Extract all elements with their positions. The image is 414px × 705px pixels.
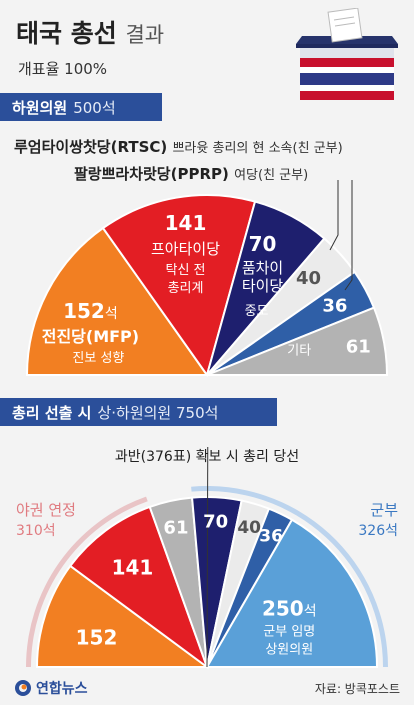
house-desc-others: 기타 <box>287 343 311 358</box>
house-desc-pheu-thai-2: 총리계 <box>168 281 204 296</box>
house-name-pheu-thai: 프아타이당 <box>151 240 220 258</box>
house-name-bhumjai-1: 품차이 <box>242 259 283 277</box>
house-name-bhumjai-2: 타이당 <box>242 277 284 295</box>
logo-text: 연합뉴스 <box>36 681 88 697</box>
rtsc-leader-line <box>344 180 353 291</box>
house-value-mfp: 152 <box>63 299 105 323</box>
pprp-label: 팔랑쁘라차랏당(PPRP) 여당(친 군부) <box>74 163 308 184</box>
rtsc-label: 루엄타이쌍찻당(RTSC) 쁘라윳 총리의 현 소속(친 군부) <box>14 136 343 157</box>
house-value-pprp: 40 <box>296 268 321 289</box>
pm-value-pheu-thai: 141 <box>112 556 154 580</box>
section1-header: 하원의원 500석 <box>0 93 162 121</box>
house-slice-0 <box>25 226 209 376</box>
military-seats: 326석 <box>358 523 398 539</box>
pm-value-pprp: 40 <box>237 518 261 538</box>
house-slice-5 <box>206 306 389 376</box>
pm-slice-6 <box>205 518 379 668</box>
title-sub: 결과 <box>125 23 165 47</box>
pm-unit-senate: 석 <box>304 604 317 620</box>
house-value-others: 61 <box>346 336 371 357</box>
yonhap-logo-icon <box>15 680 31 696</box>
pm-value-senate: 250 <box>262 597 304 621</box>
section2-header: 총리 선출 시 상·하원의원 750석 <box>0 398 277 426</box>
section2-label: 총리 선출 시 <box>12 403 92 422</box>
house-name-mfp: 전진당(MFP) <box>42 327 139 346</box>
pprp-desc: 여당(친 군부) <box>234 168 309 183</box>
opposition-seats: 310석 <box>16 523 56 539</box>
section2-desc: 상·하원의원 750석 <box>97 403 219 422</box>
pprp-leader-line <box>329 180 339 251</box>
military-label: 군부 <box>370 501 398 519</box>
opposition-arc <box>26 496 148 667</box>
pm-value-rtsc: 36 <box>259 527 283 547</box>
pm-slice-1 <box>68 505 210 670</box>
pm-desc-senate-2: 상원의원 <box>265 643 313 658</box>
house-label-mfp-value: 152석 <box>63 299 118 323</box>
rtsc-name: 루엄타이쌍찻당(RTSC) <box>14 138 168 156</box>
house-value-rtsc: 36 <box>322 296 347 317</box>
majority-note: 과반(376표) 확보 시 총리 당선 <box>115 449 299 465</box>
footer-logo: 연합뉴스 <box>14 678 88 698</box>
ballot-box-icon <box>296 8 398 100</box>
section1-label: 하원의원 <box>12 98 68 117</box>
source-note: 자료: 방콕포스트 <box>314 682 400 696</box>
pprp-name: 팔랑쁘라차랏당(PPRP) <box>74 165 229 183</box>
pm-value-others: 61 <box>163 517 188 538</box>
house-desc-bhumjai: 중도 <box>245 304 269 319</box>
rtsc-desc: 쁘라윳 총리의 현 소속(친 군부) <box>172 141 343 156</box>
page-title: 태국 총선 결과 <box>16 14 164 50</box>
pm-label-senate: 250석 <box>262 597 317 621</box>
section1-seats: 500석 <box>73 98 116 117</box>
house-value-bhumjai: 70 <box>249 232 277 256</box>
opposition-label: 야권 연정 <box>16 501 76 519</box>
house-unit-mfp: 석 <box>105 306 118 322</box>
house-slice-1 <box>101 194 257 378</box>
house-desc-pheu-thai-1: 탁신 전 <box>166 263 206 278</box>
house-value-pheu-thai: 141 <box>165 211 207 235</box>
pm-slice-0 <box>35 564 211 668</box>
majority-line <box>206 446 209 668</box>
pm-desc-senate-1: 군부 임명 <box>263 625 315 640</box>
title-main: 태국 총선 <box>16 19 117 48</box>
subtitle: 개표율 100% <box>18 60 108 78</box>
pm-value-bhumjai: 70 <box>203 511 228 532</box>
pm-value-mfp: 152 <box>76 626 118 650</box>
house-desc-mfp: 진보 성향 <box>72 351 124 366</box>
